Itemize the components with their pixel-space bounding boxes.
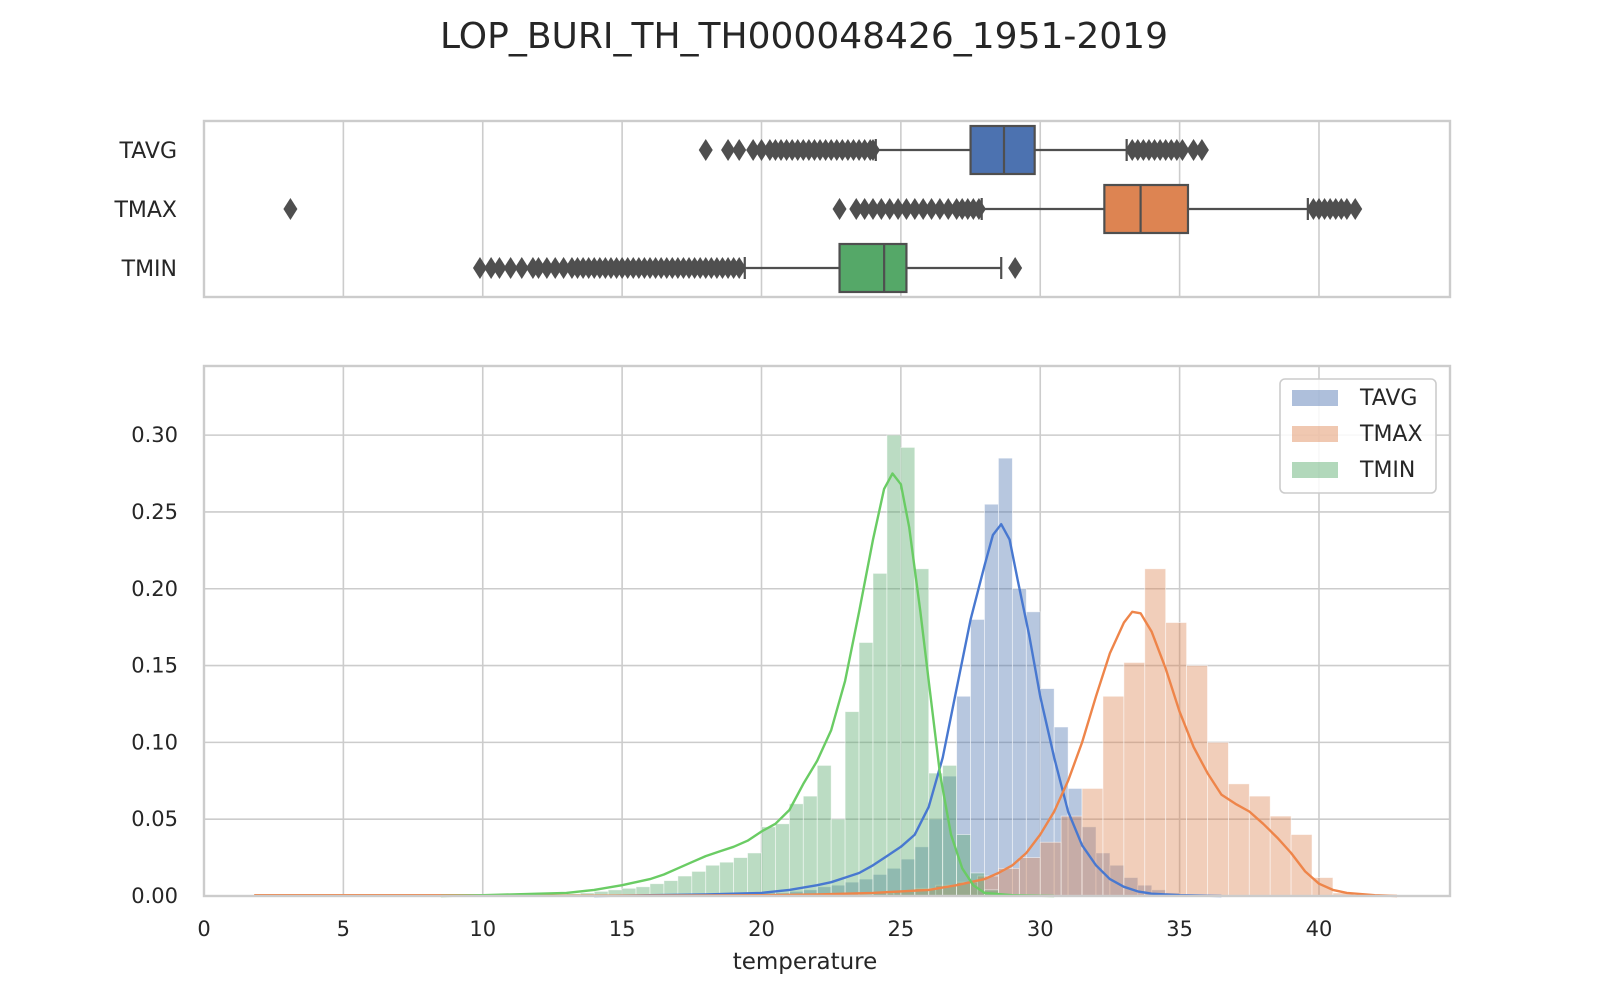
hist-bar	[1040, 842, 1061, 896]
hist-bar	[1082, 788, 1103, 896]
y-tick-label: 0.15	[131, 654, 178, 678]
y-tick-label: 0.00	[131, 884, 178, 908]
x-tick-label: 25	[888, 917, 915, 941]
hist-bar	[1249, 796, 1270, 896]
box-iqr	[1104, 185, 1188, 233]
box-iqr	[971, 126, 1035, 174]
hist-bar	[1270, 816, 1291, 896]
legend-swatch-tavg	[1292, 390, 1338, 406]
hist-bar	[817, 765, 831, 896]
hist-bar	[1061, 816, 1082, 896]
x-tick-label: 10	[469, 917, 496, 941]
hist-bar	[859, 643, 873, 896]
hist-bar	[1124, 662, 1145, 896]
category-label: TAVG	[119, 139, 177, 164]
hist-bar	[803, 796, 817, 896]
hist-bar	[1019, 858, 1040, 896]
x-tick-label: 0	[197, 917, 210, 941]
hist-bar	[845, 712, 859, 896]
hist-bar	[720, 862, 734, 896]
hist-bar	[1012, 589, 1026, 896]
hist-bar	[692, 871, 706, 896]
x-tick-label: 30	[1027, 917, 1054, 941]
hist-bar	[1145, 569, 1166, 896]
hist-bar	[1207, 742, 1228, 896]
x-tick-label: 35	[1166, 917, 1193, 941]
x-tick-label: 20	[748, 917, 775, 941]
hist-bar	[761, 827, 775, 896]
hist-bar	[957, 835, 971, 896]
category-label: TMAX	[113, 198, 177, 223]
legend-label-tmin: TMIN	[1359, 458, 1415, 483]
y-tick-label: 0.25	[131, 500, 178, 524]
legend-swatch-tmax	[1292, 426, 1338, 442]
category-label: TMIN	[121, 257, 177, 282]
y-tick-label: 0.10	[131, 730, 178, 754]
hist-bar	[929, 773, 943, 896]
y-tick-label: 0.30	[131, 423, 178, 447]
hist-bar	[789, 804, 803, 896]
hist-bar	[734, 858, 748, 896]
legend-label-tavg: TAVG	[1359, 386, 1417, 411]
chart-title: LOP_BURI_TH_TH000048426_1951-2019	[440, 16, 1168, 57]
hist-bar	[775, 824, 789, 896]
hist-bar	[706, 865, 720, 896]
box-iqr	[840, 244, 907, 292]
hist-bar	[887, 435, 901, 896]
x-tick-label: 40	[1306, 917, 1333, 941]
y-tick-label: 0.05	[131, 807, 178, 831]
hist-bar	[678, 876, 692, 896]
hist-bar	[873, 573, 887, 896]
hist-bar	[748, 853, 762, 896]
legend: TAVG TMAX TMIN	[1280, 379, 1436, 493]
hist-bar	[1103, 696, 1124, 896]
hist-bar	[1166, 623, 1187, 896]
x-tick-label: 5	[337, 917, 350, 941]
hist-bar	[984, 504, 998, 896]
x-axis-label: temperature	[733, 949, 878, 975]
legend-swatch-tmin	[1292, 462, 1338, 478]
hist-bar	[1187, 666, 1208, 896]
y-tick-label: 0.20	[131, 577, 178, 601]
hist-bar	[971, 619, 985, 896]
x-tick-label: 15	[609, 917, 636, 941]
legend-label-tmax: TMAX	[1359, 422, 1423, 447]
hist-bar	[831, 819, 845, 896]
